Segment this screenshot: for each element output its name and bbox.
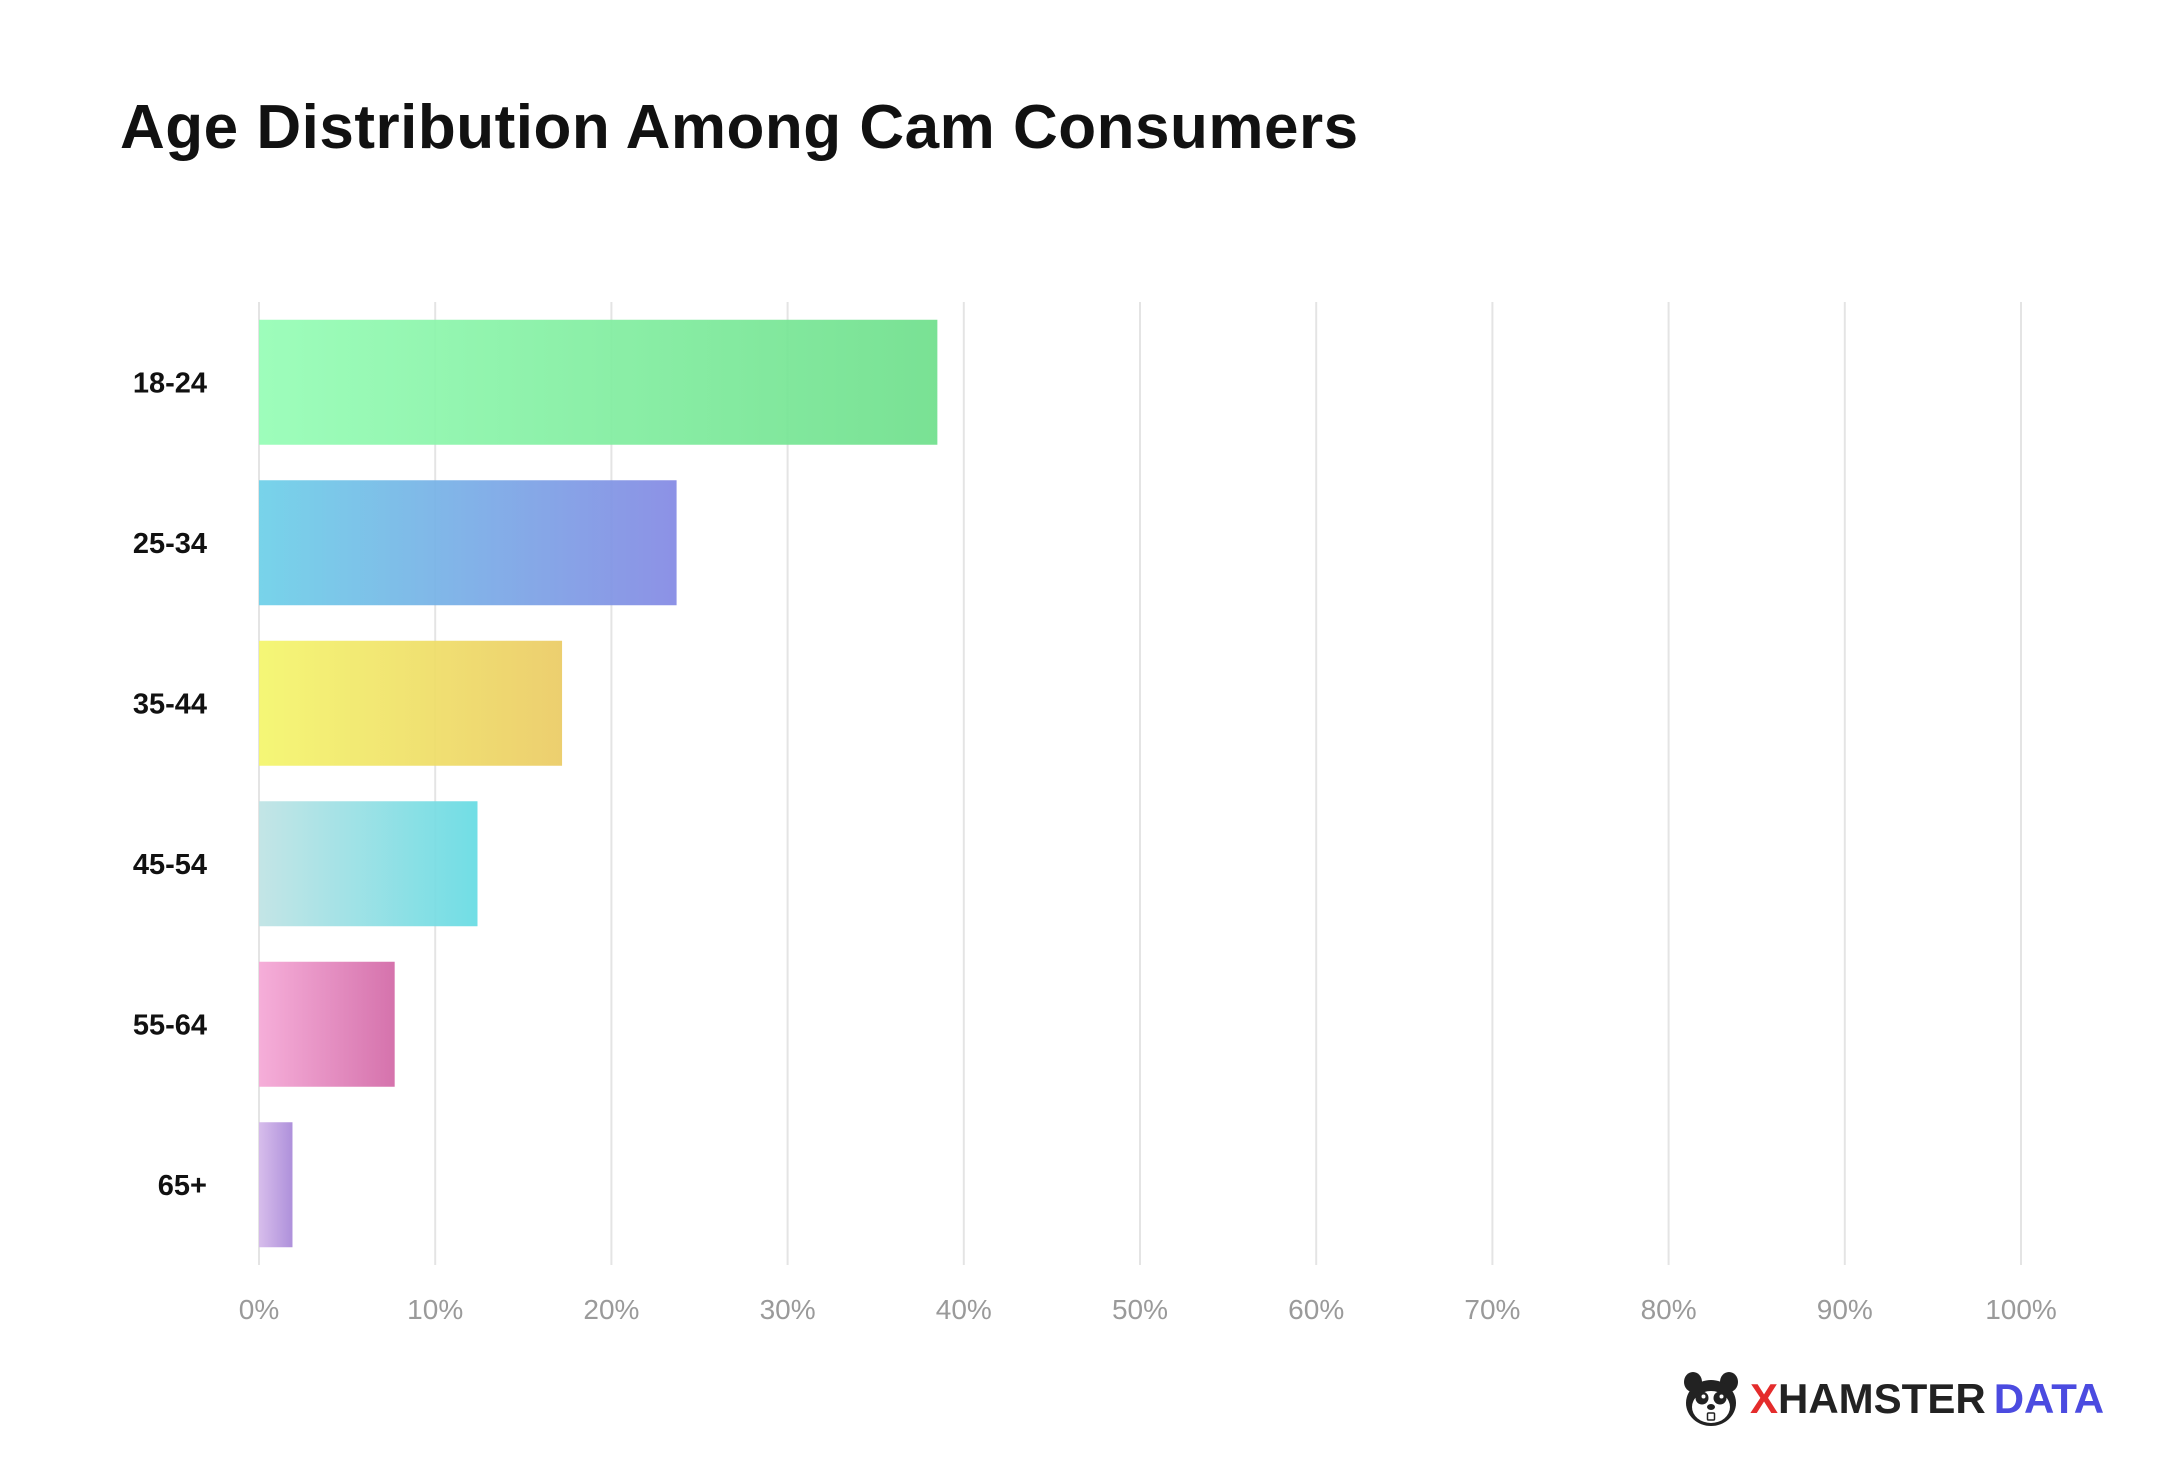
x-axis-tick-labels: 0% 10% 20% 30% 40% 50% 60% 70% 80% 90% 100% bbox=[239, 1294, 2057, 1325]
category-label: 18-24 bbox=[133, 367, 207, 399]
bar-65+ bbox=[259, 1122, 293, 1248]
bar-55-64 bbox=[259, 961, 395, 1087]
bar-35-44 bbox=[259, 640, 563, 766]
x-tick-label: 30% bbox=[760, 1294, 816, 1325]
category-label: 45-54 bbox=[133, 849, 207, 881]
x-tick-label: 0% bbox=[239, 1294, 279, 1325]
x-tick-label: 10% bbox=[407, 1294, 463, 1325]
bar-45-54 bbox=[259, 801, 478, 927]
x-tick-label: 70% bbox=[1464, 1294, 1520, 1325]
bar-25-34 bbox=[259, 480, 677, 606]
category-labels: 18-24 25-34 35-44 45-54 55-64 65+ bbox=[133, 367, 207, 1202]
brand-name: HAMSTER bbox=[1778, 1375, 1986, 1422]
x-tick-label: 80% bbox=[1641, 1294, 1697, 1325]
x-tick-label: 40% bbox=[936, 1294, 992, 1325]
bar-18-24 bbox=[259, 319, 938, 445]
category-label: 65+ bbox=[158, 1170, 207, 1202]
brand-suffix: DATA bbox=[1993, 1375, 2105, 1422]
hamster-face-icon bbox=[1684, 1372, 1738, 1426]
x-tick-label: 90% bbox=[1817, 1294, 1873, 1325]
bars bbox=[259, 319, 938, 1248]
grid-lines bbox=[258, 302, 2022, 1265]
x-tick-label: 100% bbox=[1985, 1294, 2057, 1325]
brand-logo: X HAMSTER DATA bbox=[1680, 1368, 2104, 1430]
x-tick-label: 50% bbox=[1112, 1294, 1168, 1325]
chart-title: Age Distribution Among Cam Consumers bbox=[120, 93, 1359, 162]
category-label: 25-34 bbox=[133, 528, 207, 560]
category-label: 55-64 bbox=[133, 1009, 207, 1041]
category-label: 35-44 bbox=[133, 688, 207, 720]
x-tick-label: 60% bbox=[1288, 1294, 1344, 1325]
brand-x-letter: X bbox=[1750, 1375, 1779, 1422]
x-tick-label: 20% bbox=[583, 1294, 639, 1325]
